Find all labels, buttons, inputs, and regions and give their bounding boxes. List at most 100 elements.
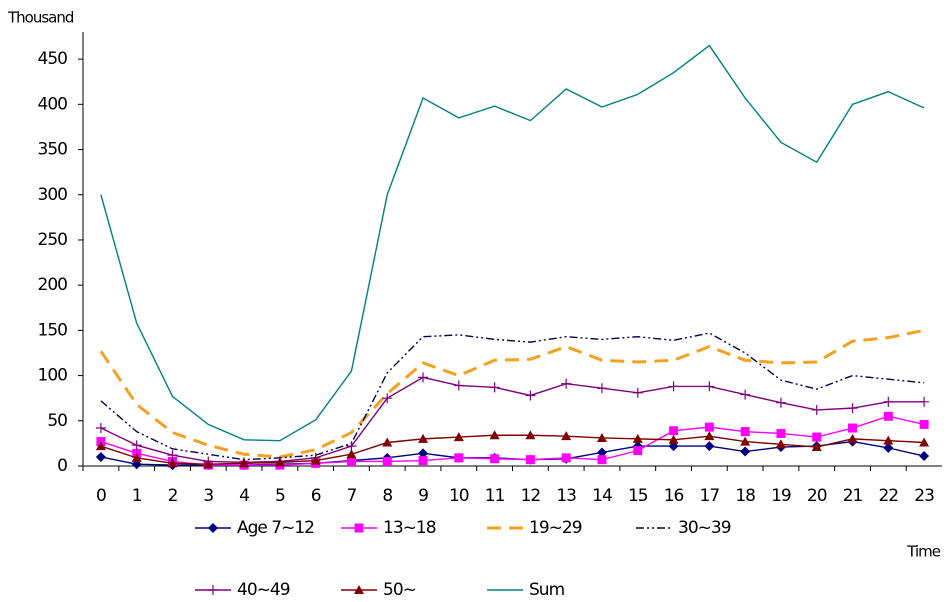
data-point [525,455,535,465]
data-point [740,389,751,400]
x-tick-label: 9 [418,486,428,506]
x-tick-label: 1 [132,486,142,506]
x-tick-label: 23 [914,486,934,506]
legend-label: 40~49 [237,580,290,600]
x-tick-label: 15 [628,486,648,506]
data-point [596,447,607,458]
data-point [561,431,572,441]
x-tick-label: 19 [771,486,791,506]
legend-marker [208,585,218,595]
data-point [776,428,786,438]
x-tick-label: 11 [485,486,505,506]
data-point [489,382,500,393]
data-point [346,449,357,459]
data-point [167,458,178,468]
data-point [382,437,393,447]
legend-marker [208,523,218,533]
data-point [919,437,930,447]
data-point [95,451,106,462]
data-point [453,432,464,442]
legend-label: Sum [529,580,565,600]
data-point [597,455,607,465]
data-point [632,387,643,398]
data-point [131,440,142,451]
data-point [704,422,714,432]
x-tick-label: 17 [700,486,720,506]
y-tick-label: 400 [38,94,68,114]
data-point [95,423,106,434]
data-point [525,430,536,440]
data-point [669,426,679,436]
data-point [704,381,715,392]
y-tick-label: 100 [38,366,68,386]
legend-label: 13~18 [383,518,436,538]
data-point [632,433,643,443]
data-point [919,451,930,462]
y-tick-label: 250 [38,230,68,250]
data-point [704,431,715,441]
data-point [131,452,142,462]
data-point [418,448,429,459]
data-point [883,411,893,421]
x-tick-label: 22 [878,486,898,506]
x-tick-label: 20 [807,486,827,506]
y-tick-label: 200 [38,275,68,295]
legend-label: Age 7~12 [237,518,314,538]
data-point [883,396,894,407]
x-tick-label: 14 [592,486,612,506]
data-point [454,453,464,463]
data-point [775,439,786,449]
data-point [490,454,500,464]
data-point [596,432,607,442]
data-point [596,383,607,394]
data-point [489,430,500,440]
data-point [274,457,285,467]
x-tick-label: 3 [203,486,213,506]
data-point [740,436,751,446]
data-point [883,435,894,445]
x-tick-label: 4 [239,486,249,506]
series-line [99,328,925,459]
series-line [100,434,925,465]
data-point [811,442,822,452]
x-tick-label: 13 [556,486,576,506]
series-line [100,44,925,442]
data-point [561,453,571,463]
x-tick-label: 7 [347,486,357,506]
data-point [883,442,894,453]
legend-label: 30~39 [678,518,731,538]
data-point [525,390,536,401]
data-point [382,456,392,466]
data-point [346,456,356,466]
data-point [418,456,428,466]
x-tick-label: 2 [168,486,178,506]
data-point [919,396,930,407]
data-point [310,455,321,465]
data-point [668,434,679,444]
series-line [100,415,925,466]
data-point [740,427,750,437]
y-tick-label: 50 [47,411,67,431]
y-tick-label: 300 [38,185,68,205]
y-axis-label: Thousand [7,9,74,27]
y-tick-label: 350 [38,140,68,160]
legend-marker [354,523,364,533]
data-point [561,378,572,389]
data-point [812,432,822,442]
x-tick-label: 21 [843,486,863,506]
y-tick-label: 150 [38,320,68,340]
data-point [704,441,715,452]
x-tick-label: 16 [664,486,684,506]
x-tick-label: 5 [275,486,285,506]
x-tick-label: 8 [382,486,392,506]
y-tick-label: 450 [38,49,68,69]
series-line [100,376,925,464]
x-tick-label: 10 [449,486,469,506]
data-point [382,393,393,404]
data-point [418,372,429,383]
data-point [453,380,464,391]
data-point [919,419,929,429]
legend-label: 50~ [383,580,416,600]
series-line [100,332,925,461]
